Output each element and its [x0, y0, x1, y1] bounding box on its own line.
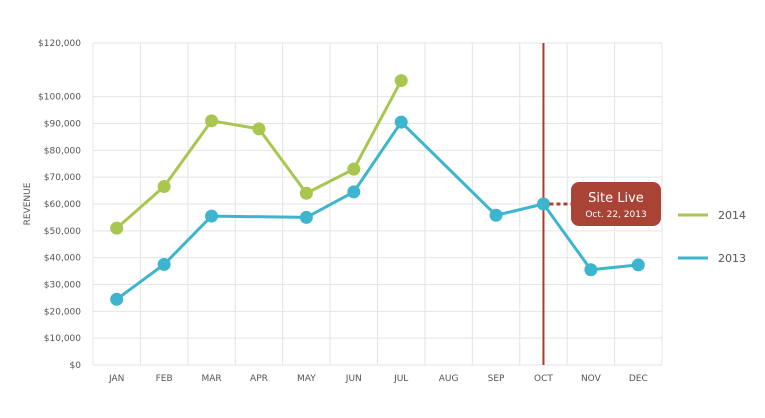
y-tick-label: $40,000: [44, 254, 81, 264]
x-tick-label: AUG: [439, 374, 459, 384]
x-tick-label: APR: [250, 374, 268, 384]
x-tick-label: MAR: [201, 374, 221, 384]
site-live-callout: Site Live Oct. 22, 2013: [549, 182, 661, 226]
axes: $0 $10,000 $20,000 $30,000 $40,000 $50,000 $60…: [23, 39, 648, 384]
x-tick-label: NOV: [581, 374, 602, 384]
x-tick-label: DEC: [629, 374, 648, 384]
y-tick-label: $50,000: [44, 227, 81, 237]
x-tick-label: MAY: [297, 374, 316, 384]
data-point-2014: [205, 114, 219, 128]
data-point-2013: [157, 257, 171, 271]
y-tick-label: $10,000: [44, 334, 81, 344]
y-axis-title: REVENUE: [23, 182, 33, 225]
data-point-2013: [110, 292, 124, 306]
series-line-2014: [115, 79, 403, 230]
y-tick-label: $100,000: [38, 93, 81, 103]
data-point-2013: [631, 258, 645, 272]
y-tick-label: $70,000: [44, 173, 81, 183]
data-point-2013: [536, 197, 550, 211]
y-tick-label: $30,000: [44, 281, 81, 291]
data-point-2013: [394, 115, 408, 129]
data-point-2014: [394, 74, 408, 88]
data-point-2014: [252, 122, 266, 136]
x-tick-label: SEP: [488, 374, 505, 384]
data-point-2013: [299, 210, 313, 224]
legend: 2014 2013: [678, 209, 746, 265]
data-point-2014: [347, 162, 361, 176]
x-tick-label: JAN: [108, 374, 124, 384]
data-point-2013: [489, 208, 503, 222]
x-tick-label: FEB: [156, 374, 173, 384]
series-group: [110, 74, 645, 306]
x-tick-label: JUL: [393, 374, 408, 384]
x-tick-label: OCT: [534, 374, 553, 384]
y-tick-label: $80,000: [44, 146, 81, 156]
data-point-2013: [584, 263, 598, 277]
y-tick-label: $0: [70, 361, 82, 371]
callout-box: [571, 182, 661, 226]
y-tick-label: $20,000: [44, 307, 81, 317]
callout-title: Site Live: [588, 191, 644, 206]
series-2014: [110, 74, 408, 235]
y-tick-label: $60,000: [44, 200, 81, 210]
y-tick-label: $90,000: [44, 120, 81, 130]
data-point-2014: [110, 221, 124, 235]
data-point-2014: [299, 186, 313, 200]
data-point-2014: [157, 180, 171, 194]
data-point-2013: [347, 185, 361, 199]
callout-subtitle: Oct. 22, 2013: [585, 210, 646, 220]
data-point-2013: [205, 209, 219, 223]
x-tick-label: JUN: [345, 374, 362, 384]
series-line-2013: [115, 120, 640, 301]
legend-label-2013: 2013: [718, 252, 746, 265]
legend-label-2014: 2014: [718, 209, 746, 222]
series-2013: [110, 115, 645, 306]
y-tick-label: $120,000: [38, 39, 81, 49]
